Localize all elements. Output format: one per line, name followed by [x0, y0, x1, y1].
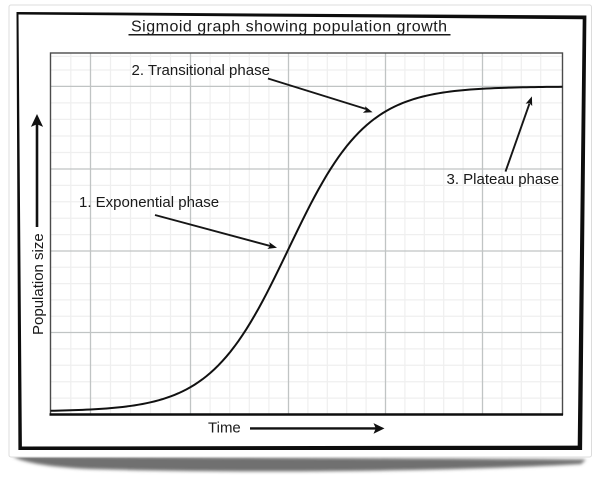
svg-text:1. Exponential phase: 1. Exponential phase	[79, 194, 219, 211]
svg-text:Sigmoid graph showing populati: Sigmoid graph showing population growth	[131, 19, 448, 36]
svg-text:Time: Time	[208, 420, 241, 437]
svg-text:Population size: Population size	[30, 233, 47, 335]
svg-text:2. Transitional phase: 2. Transitional phase	[132, 62, 270, 79]
svg-text:3. Plateau phase: 3. Plateau phase	[447, 171, 560, 188]
